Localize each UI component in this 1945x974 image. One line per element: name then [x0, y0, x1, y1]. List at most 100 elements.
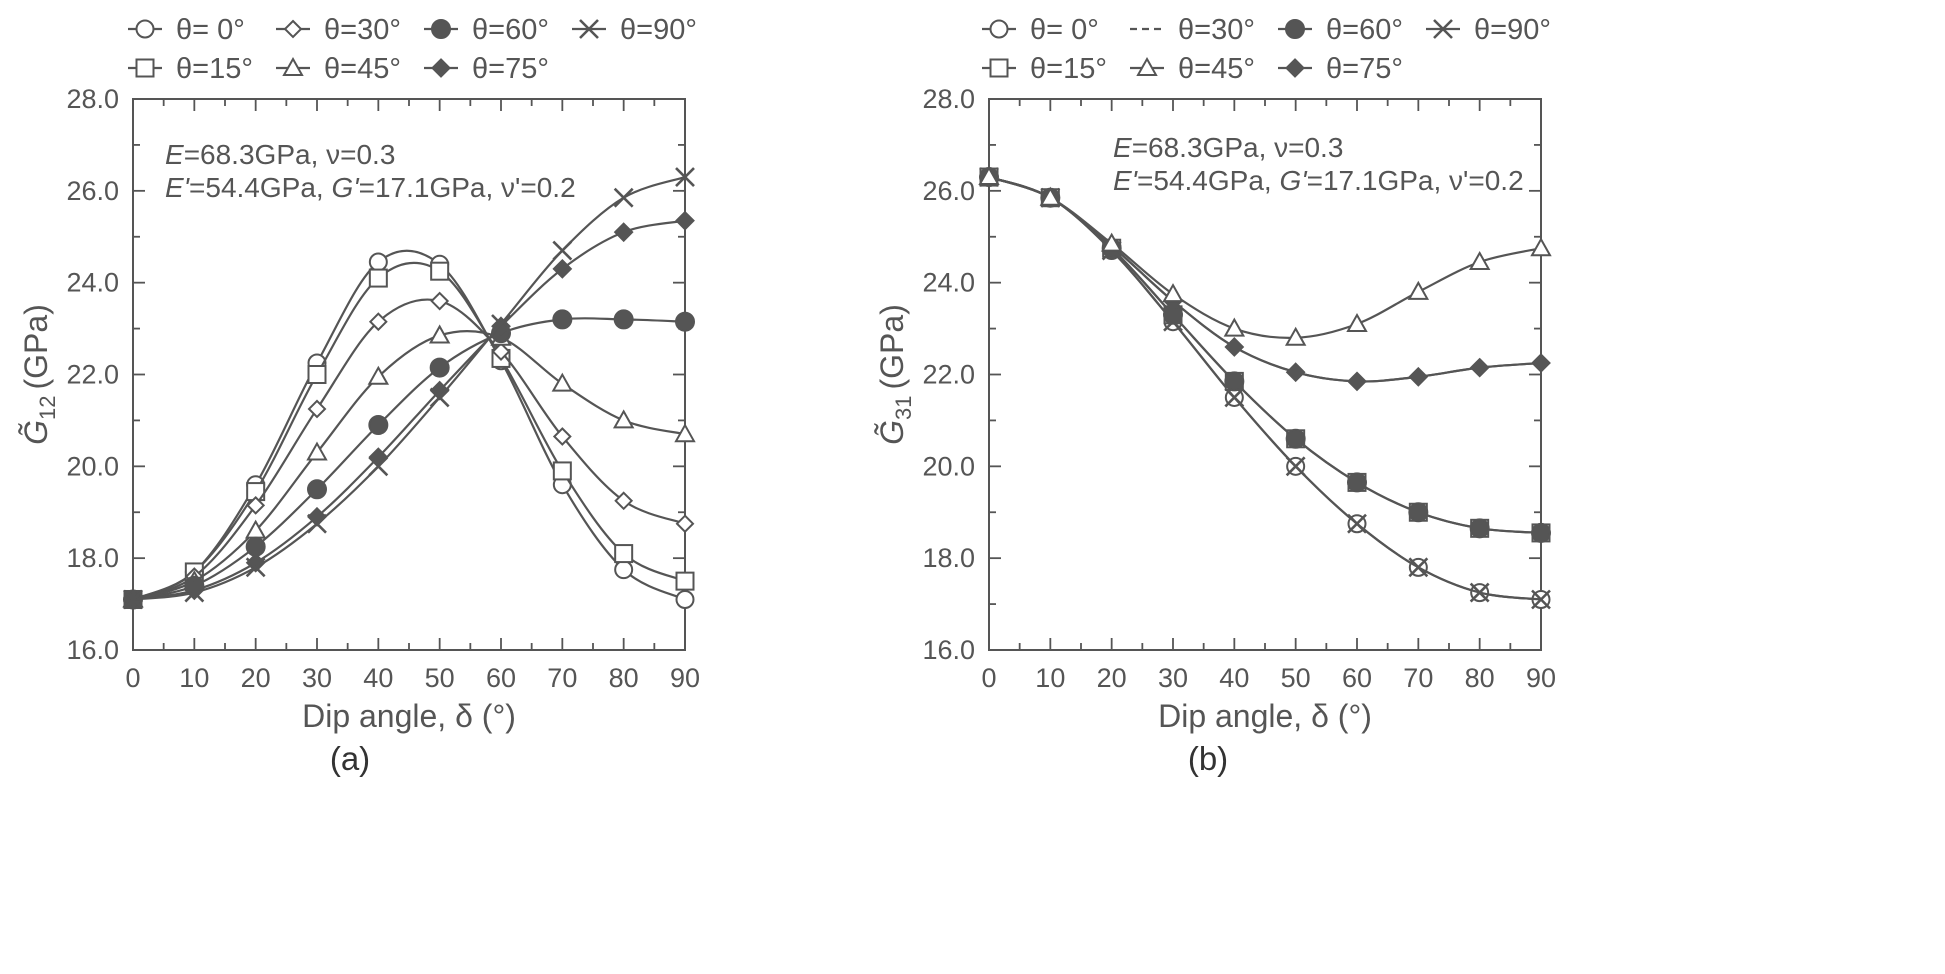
annotation-symbol: E': [165, 172, 191, 203]
data-point: [430, 261, 450, 281]
data-point: [1162, 283, 1184, 303]
x-tick-label: 70: [1403, 663, 1433, 693]
series-line: [132, 219, 686, 601]
x-tick-label: 70: [547, 663, 577, 693]
y-tick-label: 20.0: [922, 451, 975, 481]
legend-item: θ=75°: [1278, 53, 1403, 85]
data-point: [367, 365, 390, 385]
x-tick-label: 60: [486, 663, 516, 693]
x-tick-label: 30: [302, 663, 332, 693]
chart-panel-a: 0 10 20 30 40 50 60 70 80 90 16.0 18.0 20.0 22.0 24.0 2…: [18, 14, 700, 777]
data-point: [307, 479, 327, 500]
x-tick-label: 20: [1097, 663, 1127, 693]
y-axis-subscript: 31: [891, 395, 916, 419]
legend-label: θ=15°: [176, 53, 253, 85]
data-point: [1408, 366, 1429, 387]
annotation-symbol: G': [331, 172, 360, 203]
legend-label: θ=75°: [1326, 53, 1403, 85]
legend-marker: [135, 58, 155, 78]
legend-marker: [579, 19, 599, 39]
material-annotation-line2: E'=54.4GPa, G'=17.1GPa, ν'=0.2: [1113, 165, 1524, 196]
legend-item: θ= 0°: [982, 14, 1099, 46]
data-point: [368, 268, 388, 288]
data-point: [552, 427, 572, 446]
panel-label: (b): [1188, 740, 1228, 777]
annotation-value: =54.4GPa,: [189, 172, 331, 203]
data-point: [1469, 518, 1490, 539]
data-point: [613, 187, 634, 208]
y-tick-label: 24.0: [922, 268, 975, 298]
data-point: [368, 312, 388, 332]
x-tick-label: 90: [1526, 663, 1556, 693]
x-tick-label: 90: [670, 663, 700, 693]
legend-marker: [431, 19, 451, 39]
data-point: [675, 571, 695, 591]
series-line: [988, 176, 1542, 535]
data-point: [675, 311, 695, 332]
data-point: [368, 415, 389, 436]
y-tick-label: 20.0: [66, 451, 119, 481]
annotation-value: =68.3GPa, ν=0.3: [1132, 132, 1344, 163]
y-axis-symbol: G̃: [874, 420, 910, 445]
y-tick-label: 18.0: [66, 543, 119, 573]
y-tick-label: 22.0: [66, 360, 119, 390]
data-point: [674, 423, 696, 443]
series-line: [988, 176, 1542, 339]
data-point: [1285, 428, 1306, 449]
legend-item: θ=75°: [424, 53, 549, 85]
data-point: [551, 372, 574, 392]
legend-marker: [135, 19, 155, 39]
x-tick-label: 0: [125, 663, 140, 693]
annotation-value: =17.1GPa, ν'=0.2: [359, 172, 576, 203]
y-axis-unit: (GPa): [18, 304, 54, 389]
data-point: [1285, 456, 1306, 477]
y-tick-label: 22.0: [922, 360, 975, 390]
legend-marker: [989, 19, 1009, 39]
y-axis-subscript: 12: [35, 395, 60, 419]
legend-item: θ=30°: [276, 14, 401, 46]
x-tick-label: 50: [1281, 663, 1311, 693]
series-line: [132, 330, 686, 601]
legend-marker: [1285, 19, 1305, 39]
legend-item: θ=90°: [1426, 14, 1551, 46]
series-line: [988, 176, 1542, 601]
legend-label: θ=90°: [1474, 14, 1551, 46]
x-tick-label: 60: [1342, 663, 1372, 693]
data-point: [123, 589, 143, 610]
y-axis-unit: (GPa): [874, 304, 910, 389]
material-annotation-line1: E=68.3GPa, ν=0.3: [165, 139, 395, 170]
data-point: [614, 491, 634, 511]
series-line: [988, 176, 1542, 535]
data-point: [1100, 232, 1123, 252]
legend-label: θ=60°: [1326, 14, 1403, 46]
legend-item: θ= 0°: [128, 14, 245, 46]
annotation-symbol: G': [1279, 165, 1308, 196]
chart-panel-b: 0 10 20 30 40 50 60 70 80 90 16.0 18.0 20.0 22.0 24.0 2…: [874, 14, 1556, 777]
data-point: [1531, 522, 1551, 543]
data-point: [552, 461, 572, 481]
legend-item: θ=90°: [572, 14, 697, 46]
legend-marker: [1433, 19, 1453, 39]
x-tick-label: 10: [179, 663, 209, 693]
y-tick-label: 18.0: [922, 543, 975, 573]
data-point: [1224, 337, 1245, 357]
x-tick-label: 80: [1465, 663, 1495, 693]
series-line: [988, 176, 1542, 383]
data-point: [614, 544, 634, 564]
x-axis-title: Dip angle, δ (°): [302, 698, 516, 734]
data-point: [429, 387, 450, 408]
data-point: [368, 252, 388, 272]
legend-item: θ=30°: [1130, 14, 1255, 46]
data-point: [1347, 472, 1367, 493]
x-tick-label: 40: [1219, 663, 1249, 693]
legend-label: θ=75°: [472, 53, 549, 85]
legend-item: θ=45°: [1130, 53, 1255, 85]
data-point: [1531, 353, 1551, 373]
legend-item: θ=60°: [424, 14, 549, 46]
legend-marker: [1285, 58, 1305, 78]
series-line: [132, 298, 686, 601]
data-point: [430, 291, 450, 311]
y-axis-title: G̃31 (GPa): [874, 304, 916, 445]
data-point: [1284, 326, 1307, 346]
legend-marker: [1136, 56, 1158, 76]
